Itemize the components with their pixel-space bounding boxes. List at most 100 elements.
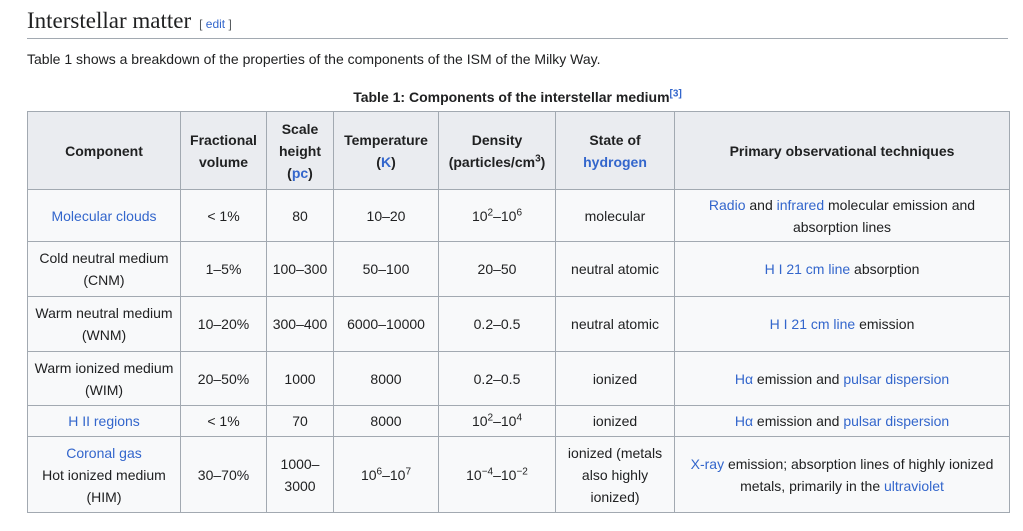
sup: 2 (487, 412, 494, 424)
link[interactable]: Hα (734, 413, 754, 429)
text: 10 (471, 413, 488, 429)
link[interactable]: H I 21 cm line (764, 261, 851, 277)
link[interactable]: hydrogen (583, 153, 647, 170)
cell: neutral atomic (555, 296, 675, 352)
cell: Cold neutral medium (CNM) (27, 241, 181, 297)
cell: ionized (metals also highly ionized) (555, 436, 675, 513)
text: 6000–10000 (347, 316, 425, 332)
cell: 1000–3000 (266, 436, 334, 513)
text: emission (855, 316, 915, 332)
title: Interstellar matter (27, 8, 192, 33)
text: Warm ionized medium (WIM) (34, 359, 174, 398)
text: –10 (493, 207, 517, 224)
text: 70 (292, 413, 308, 429)
text: Warm neutral medium (WNM) (35, 305, 173, 343)
link[interactable]: Radio (708, 196, 746, 213)
link[interactable]: Hα (734, 370, 754, 387)
text: 0.2–0.5 (473, 370, 521, 387)
sup: 3 (535, 152, 541, 164)
text: ionized (metals also highly ionized) (567, 444, 663, 505)
text: 20–50% (197, 370, 250, 387)
t: State of (589, 131, 641, 148)
text: 10 (471, 207, 488, 224)
text: molecular (584, 207, 646, 224)
link[interactable]: ultraviolet (884, 477, 944, 494)
cell: < 1% (180, 405, 267, 437)
text: 30–70% (197, 466, 250, 483)
cell: 10−4–10−2 (438, 436, 556, 513)
cell: H I 21 cm line absorption (674, 241, 1010, 297)
text: and (745, 196, 777, 213)
cell: 0.2–0.5 (438, 351, 556, 406)
t: ) (540, 153, 546, 170)
th: Temperature (K) (333, 111, 439, 190)
text: 1000–3000 (280, 455, 320, 494)
table: Component Fractional volume Scale height… (27, 111, 1010, 513)
text: molecular emission and absorption lines (792, 196, 976, 235)
text: 10–20% (197, 316, 250, 332)
cell: 1–5% (180, 241, 267, 297)
text: 8000 (370, 413, 402, 429)
th: State of hydrogen (555, 111, 675, 190)
text: 8000 (370, 370, 402, 387)
th: Primary observational techniques (674, 111, 1010, 190)
t: Component (65, 142, 143, 159)
cell: 20–50% (180, 351, 267, 406)
text: –10 (382, 466, 406, 483)
link[interactable]: H I 21 cm line (769, 316, 856, 332)
link[interactable]: infrared (776, 196, 825, 213)
cell: 300–400 (266, 296, 334, 352)
cell: < 1% (180, 189, 267, 242)
sup: −2 (516, 465, 528, 477)
cell: molecular (555, 189, 675, 242)
text: Hot ionized medium (HIM) (42, 466, 166, 505)
cell: 1000 (266, 351, 334, 406)
link[interactable]: Molecular clouds (51, 207, 157, 224)
text: 80 (292, 207, 308, 224)
text: 0.2–0.5 (473, 316, 521, 332)
text: ionized (592, 413, 638, 429)
cell: neutral atomic (555, 241, 675, 297)
caption-text: Table 1: Components of the interstellar … (353, 89, 670, 105)
section-heading: Interstellar matter [ edit ] (27, 8, 1008, 39)
cell: 102–104 (438, 405, 556, 437)
sup: 7 (405, 465, 412, 477)
sup: 2 (487, 206, 494, 218)
link[interactable]: X-ray (690, 455, 725, 472)
row: Molecular clouds < 1% 80 10–20 102–106 molecu… (27, 189, 1010, 242)
cell: 100–300 (266, 241, 334, 297)
row: Warm ionized medium (WIM) 20–50% 1000 8000 0… (27, 351, 1010, 406)
link[interactable]: H II regions (68, 413, 140, 429)
link[interactable]: K (380, 153, 392, 170)
cell: 0.2–0.5 (438, 296, 556, 352)
edit-link[interactable]: edit (205, 17, 226, 31)
text: –10 (493, 413, 517, 429)
cell: ionized (555, 351, 675, 406)
t: ( (376, 153, 381, 170)
cell: 30–70% (180, 436, 267, 513)
text: 50–100 (362, 261, 410, 277)
link[interactable]: pc (291, 164, 309, 181)
row: Warm neutral medium (WNM) 10–20% 300–400 60… (27, 296, 1010, 352)
cell: X-ray emission; absorption lines of high… (674, 436, 1010, 513)
t: ( (287, 164, 292, 181)
link[interactable]: pulsar dispersion (843, 413, 950, 429)
text: –10 (493, 466, 517, 483)
ref[interactable]: [3] (669, 88, 682, 100)
text: Cold neutral medium (CNM) (39, 250, 169, 288)
th: Fractional volume (180, 111, 267, 190)
sup: −4 (481, 465, 494, 477)
row: H II regions < 1% 70 8000 102–104 ionized Hα e… (27, 405, 1010, 437)
text: emission and (753, 370, 844, 387)
cell: 20–50 (438, 241, 556, 297)
cell: 8000 (333, 405, 439, 437)
text: ionized (592, 370, 638, 387)
cell: 106–107 (333, 436, 439, 513)
link[interactable]: pulsar dispersion (843, 370, 950, 387)
row: Cold neutral medium (CNM) 1–5% 100–300 50–1… (27, 241, 1010, 297)
sup: 4 (516, 412, 523, 424)
text: emission and (753, 413, 844, 429)
t: Scale height (279, 120, 321, 159)
t: Temperature (344, 131, 428, 148)
link[interactable]: Coronal gas (66, 444, 142, 461)
